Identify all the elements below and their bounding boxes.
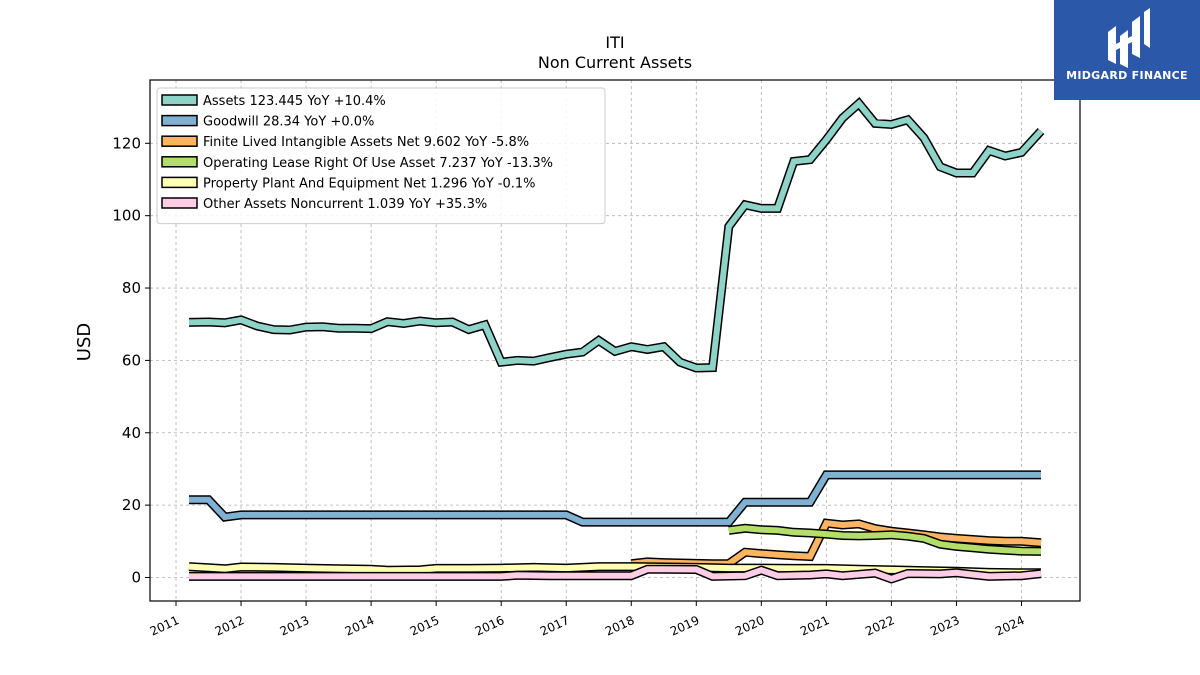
- legend-entry: Operating Lease Right Of Use Asset 7.237…: [161, 156, 553, 171]
- series-layer: [188, 97, 1045, 584]
- series-line: [189, 470, 1041, 527]
- y-tick-label: 100: [112, 207, 141, 225]
- series-stroke: [189, 566, 1042, 583]
- legend-label: Operating Lease Right Of Use Asset 7.237…: [203, 156, 553, 171]
- legend-entry: Assets 123.445 YoY +10.4%: [161, 94, 386, 109]
- legend-label: Goodwill 28.34 YoY +0.0%: [203, 115, 374, 130]
- chart-subtitle: Non Current Assets: [538, 53, 692, 72]
- legend-entry: Finite Lived Intangible Assets Net 9.602…: [161, 135, 529, 150]
- x-tick-label: 2018: [603, 613, 637, 639]
- series-stroke: [188, 563, 1041, 576]
- legend-label: Finite Lived Intangible Assets Net 9.602…: [203, 135, 529, 150]
- legend-swatch: [161, 94, 198, 106]
- legend-swatch: [161, 197, 198, 209]
- series-outline: [630, 518, 1042, 569]
- x-tick-label: 2024: [993, 613, 1027, 639]
- x-tick-label: 2013: [278, 613, 312, 639]
- midgard-finance-logo: MIDGARD FINANCE: [1054, 0, 1200, 100]
- logo-text: MIDGARD FINANCE: [1066, 69, 1188, 82]
- x-tick-label: 2022: [863, 613, 897, 639]
- legend-label: Assets 123.445 YoY +10.4%: [203, 94, 386, 109]
- x-tick-label: 2015: [408, 613, 442, 639]
- x-tick-label: 2019: [668, 613, 702, 639]
- x-tick-label: 2014: [343, 613, 377, 639]
- plot-frame: [149, 79, 1081, 602]
- legend-swatch: [161, 176, 198, 189]
- logo-mark-icon: [1108, 8, 1150, 68]
- series-stroke: [188, 99, 1044, 372]
- legend: Assets 123.445 YoY +10.4% Goodwill 28.34 …: [156, 87, 606, 225]
- legend-swatch: [161, 114, 198, 127]
- legend-entry: Other Assets Noncurrent 1.039 YoY +35.3%: [161, 197, 487, 212]
- series-line: [728, 523, 1042, 556]
- chart-title: ITI: [605, 33, 624, 52]
- legend-box: [156, 87, 606, 225]
- x-tick-label: 2012: [213, 613, 247, 639]
- series-stroke: [728, 525, 1042, 555]
- x-tick-label: 2021: [798, 613, 832, 639]
- legend-swatch: [161, 135, 198, 147]
- series-line: [189, 564, 1042, 584]
- y-tick-label: 80: [122, 279, 141, 297]
- series-stroke: [189, 471, 1041, 526]
- y-tick-label: 60: [122, 351, 141, 369]
- y-tick-label: 0: [131, 568, 141, 586]
- x-tick-label: 2016: [473, 613, 507, 639]
- x-tick-label: 2017: [538, 613, 572, 639]
- series-line: [188, 97, 1045, 373]
- legend-entry: Goodwill 28.34 YoY +0.0%: [161, 114, 374, 130]
- y-axis-label: USD: [74, 323, 95, 361]
- y-tick-label: 40: [122, 424, 141, 442]
- x-tick-label: 2011: [148, 613, 182, 639]
- legend-label: Other Assets Noncurrent 1.039 YoY +35.3%: [203, 197, 487, 212]
- y-tick-label: 120: [112, 134, 141, 152]
- x-tick-label: 2020: [733, 613, 767, 639]
- y-tick-label: 20: [122, 496, 141, 514]
- legend-label: Property Plant And Equipment Net 1.296 Y…: [203, 176, 536, 191]
- legend-swatch: [161, 156, 198, 168]
- x-tick-label: 2023: [928, 613, 962, 639]
- legend-entry: Property Plant And Equipment Net 1.296 Y…: [161, 176, 536, 191]
- series-line: [188, 562, 1041, 578]
- series-line: [630, 518, 1042, 569]
